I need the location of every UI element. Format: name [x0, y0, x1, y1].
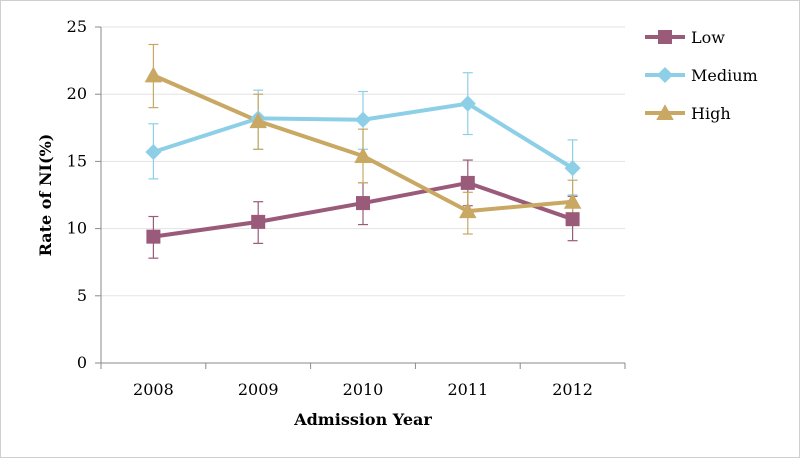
series-high-points [144, 66, 582, 219]
data-point [459, 95, 476, 112]
data-point [249, 112, 267, 129]
x-tick-label: 2010 [343, 380, 384, 399]
data-point [563, 192, 582, 209]
legend-label: Low [691, 28, 725, 47]
data-point [145, 143, 162, 161]
y-tick-label: 25 [67, 17, 87, 36]
legend-marker [656, 66, 674, 84]
y-tick-label: 20 [67, 84, 87, 103]
data-point [459, 202, 477, 219]
legend-label: High [691, 104, 731, 123]
x-tick-label: 2009 [238, 380, 279, 399]
gridlines: 0 5 10 15 20 25 [67, 17, 625, 372]
legend: Low Medium High [645, 28, 758, 123]
x-tick-label: 2011 [447, 380, 488, 399]
y-tick-label: 5 [77, 286, 87, 305]
legend-item-low: Low [645, 28, 725, 47]
x-tick-label: 2008 [133, 380, 174, 399]
data-point [354, 147, 372, 164]
y-tick-label: 0 [77, 353, 87, 372]
data-point [146, 229, 161, 244]
data-point [354, 111, 372, 128]
y-tick-label: 10 [67, 219, 87, 238]
data-point [144, 66, 163, 83]
legend-item-high: High [645, 104, 731, 123]
series-low-points [146, 175, 580, 244]
legend-label: Medium [691, 66, 758, 85]
data-point [460, 175, 475, 190]
data-point [565, 212, 580, 227]
y-axis-title: Rate of NI(%) [36, 134, 55, 257]
legend-item-medium: Medium [645, 66, 758, 85]
data-point [251, 214, 266, 229]
y-tick-label: 15 [67, 151, 87, 170]
data-point [564, 160, 581, 177]
legend-marker [656, 104, 674, 120]
x-tick-label: 2012 [552, 380, 593, 399]
legend-marker [658, 30, 672, 44]
data-point [356, 196, 370, 211]
x-axis-title: Admission Year [293, 410, 432, 429]
